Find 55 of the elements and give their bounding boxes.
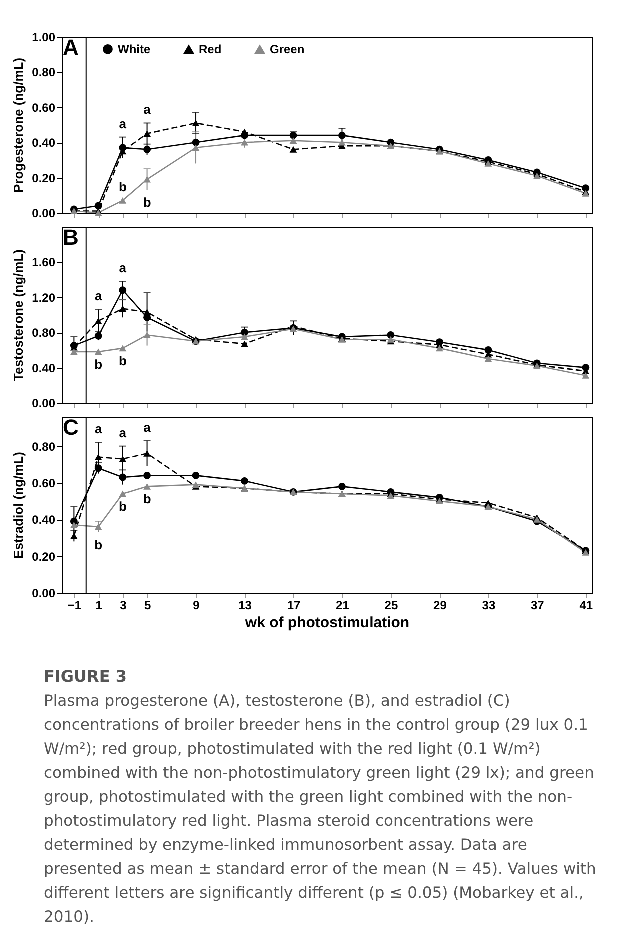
annotation: b [118, 499, 127, 514]
x-tick-label: 41 [580, 598, 594, 612]
y-axis-title: Estradiol (ng/mL) [11, 452, 26, 559]
x-tick-label: 13 [238, 598, 252, 612]
y-tick-label: 0.20 [32, 171, 56, 186]
annotation: a [144, 420, 152, 435]
annotation: a [94, 288, 103, 304]
legend-label: Green [270, 42, 305, 57]
x-tick-label: 21 [336, 598, 350, 612]
annotation: b [143, 195, 152, 210]
annotation: a [144, 102, 152, 118]
x-tick-label: 17 [287, 598, 301, 612]
x-axis-title: wk of photostimulation [244, 614, 410, 632]
annotation: b [118, 180, 127, 195]
y-tick-label: 0.80 [32, 440, 56, 454]
annotation: a [94, 422, 103, 437]
chart-title: A [63, 35, 79, 60]
y-tick-label: 0.40 [32, 513, 56, 528]
annotation: a [119, 425, 128, 440]
caption: FIGURE 3 [44, 666, 128, 688]
y-tick-label: 1.20 [32, 290, 56, 305]
annotation: a [119, 116, 128, 132]
annotation: b [94, 538, 103, 552]
x-tick-label: 37 [530, 598, 545, 612]
text: Plasma progesterone (A), testosterone (B), and estradiol (C) concentrations of broiler breeder hens in the control group (29 lux 0.1 W/m²); red group, photostimulated with the red light (0.1 W/m²) combined with the non-photostimulatory green light (29 lx); and green group, photostimulated with the green light combined with the non-photostimulatory red light. Plasma steroid concentrations were determined by enzyme-linked immunosorbent assay. Data are presented as mean ± standard error of the mean (N = 45). Values with different letters are significantly different (p ≤ 0.05) (Mobarkey et al., 2010). [44, 692, 596, 926]
annotation: b [94, 356, 103, 372]
x-tick-label: 1 [96, 598, 103, 612]
y-tick-label: 0.40 [32, 136, 56, 150]
x-tick-label: 33 [482, 598, 496, 612]
chart-title: C [63, 415, 79, 440]
y-tick-label: 0.60 [32, 100, 56, 115]
legend-label: Red [199, 42, 222, 57]
legend-label: White [118, 42, 151, 56]
y-tick-label: 0.00 [32, 206, 56, 220]
annotation: a [119, 260, 128, 276]
y-axis-title: Testosterone (ng/mL) [11, 250, 26, 382]
y-tick-label: 0.80 [32, 326, 56, 340]
annotation: b [118, 353, 127, 368]
x-tick-label: −1 [68, 598, 82, 612]
x-tick-label: 29 [434, 598, 448, 612]
y-tick-label: 0.60 [32, 476, 56, 490]
y-tick-label: 0.20 [32, 550, 56, 564]
x-tick-label: 5 [144, 598, 152, 612]
y-tick-label: 1.60 [32, 256, 56, 270]
x-tick-label: 9 [193, 598, 200, 612]
chart-title: B [63, 225, 79, 250]
y-tick-label: 1.00 [32, 30, 56, 44]
y-tick-label: 0.00 [32, 586, 56, 600]
annotation: b [143, 492, 152, 507]
x-tick-label: 25 [384, 598, 398, 612]
y-tick-label: 0.80 [32, 66, 56, 80]
y-tick-label: 0.40 [32, 361, 56, 376]
x-tick-label: 3 [120, 598, 128, 612]
y-tick-label: 0.00 [32, 396, 56, 410]
y-axis-title: Progesterone (ng/mL) [11, 58, 26, 194]
